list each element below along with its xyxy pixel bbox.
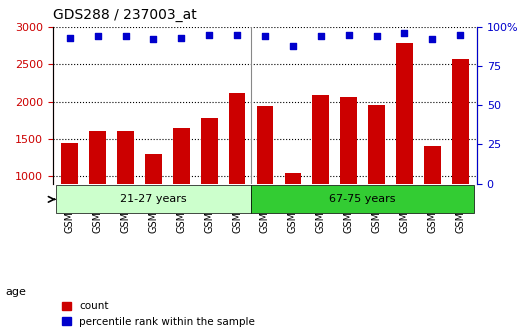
Bar <box>89 131 106 251</box>
Point <box>149 37 157 42</box>
Point <box>93 34 102 39</box>
Text: 67-75 years: 67-75 years <box>329 194 396 204</box>
Point <box>428 37 437 42</box>
Bar <box>61 142 78 251</box>
Point <box>400 31 409 36</box>
Point <box>456 32 464 37</box>
Bar <box>257 106 273 251</box>
Point <box>289 43 297 48</box>
Bar <box>229 93 245 251</box>
Bar <box>117 131 134 251</box>
Point <box>316 34 325 39</box>
Point <box>205 32 214 37</box>
Bar <box>452 59 469 251</box>
Legend: count, percentile rank within the sample: count, percentile rank within the sample <box>58 297 259 331</box>
Point <box>66 35 74 41</box>
Text: age: age <box>5 287 26 297</box>
Point <box>121 34 130 39</box>
Bar <box>340 97 357 251</box>
Point <box>233 32 241 37</box>
Point <box>261 34 269 39</box>
Point <box>373 34 381 39</box>
Text: GDS288 / 237003_at: GDS288 / 237003_at <box>53 8 197 22</box>
Bar <box>201 118 218 251</box>
Bar <box>145 154 162 251</box>
Point <box>177 35 186 41</box>
Bar <box>368 104 385 251</box>
Bar <box>285 173 301 251</box>
Text: 21-27 years: 21-27 years <box>120 194 187 204</box>
FancyBboxPatch shape <box>56 185 251 213</box>
Bar <box>424 146 441 251</box>
Bar <box>173 128 190 251</box>
FancyBboxPatch shape <box>251 185 474 213</box>
Bar <box>396 43 413 251</box>
Point <box>344 32 353 37</box>
Bar <box>312 95 329 251</box>
